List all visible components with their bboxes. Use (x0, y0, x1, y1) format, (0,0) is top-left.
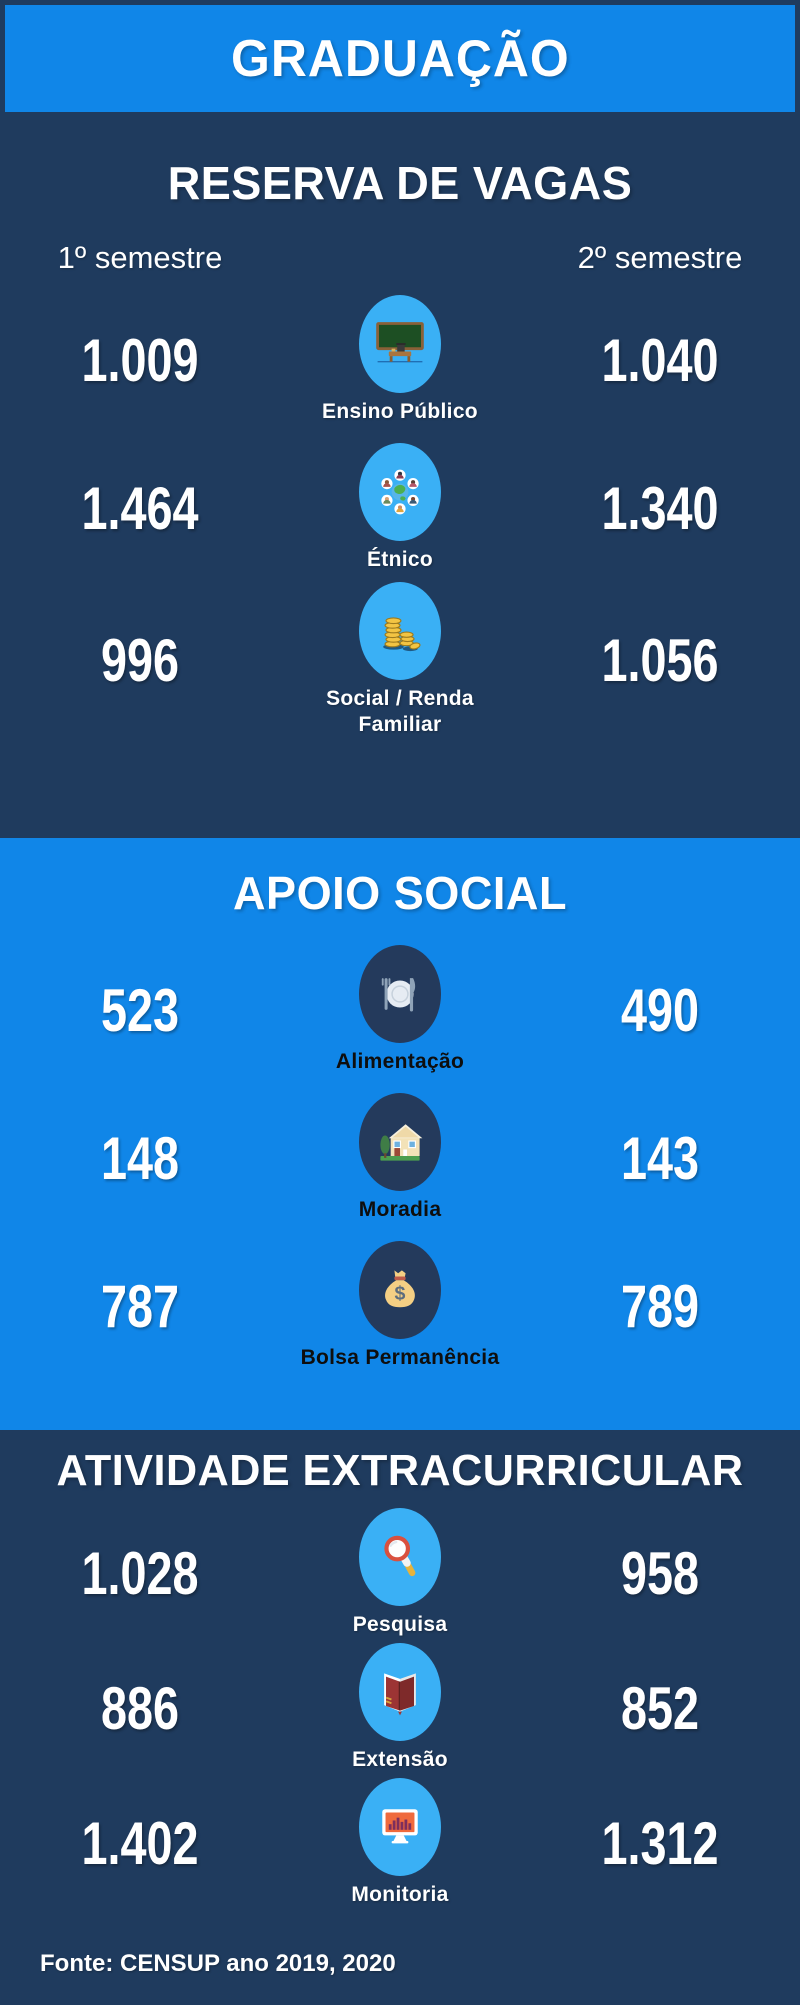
value-left: 1.028 (81, 1540, 199, 1607)
row-ensino-publico: 1.009 Ensino Público 1.040 (0, 286, 800, 434)
monitor-chart-icon (359, 1778, 441, 1877)
magnifier-icon (359, 1508, 441, 1607)
section-reserva-de-vagas: RESERVA DE VAGAS 1º semestre 2º semestre… (0, 112, 800, 838)
chalkboard-icon (359, 294, 441, 393)
section-title-atividade: ATIVIDADE EXTRACURRICULAR (56, 1446, 744, 1495)
value-right: 1.340 (601, 474, 719, 542)
open-book-icon (359, 1643, 441, 1742)
coins-icon (359, 582, 441, 680)
value-left: 787 (100, 1272, 180, 1340)
row-label: Pesquisa (352, 1613, 448, 1637)
source-note: Fonte: CENSUP ano 2019, 2020 (40, 1950, 396, 1977)
money-bag-icon: $ (359, 1240, 441, 1339)
value-left: 1.464 (81, 474, 199, 542)
value-right: 852 (620, 1675, 700, 1742)
value-left: 148 (100, 1124, 180, 1192)
row-label: Alimentação (335, 1049, 465, 1073)
row-label: Social / Renda Familiar (326, 687, 474, 737)
value-right: 1.312 (601, 1810, 719, 1877)
section-title-reserva: RESERVA DE VAGAS (167, 157, 633, 209)
svg-text:$: $ (395, 1282, 406, 1304)
row-extensao: 886 Extensão 852 (0, 1641, 800, 1776)
row-label: Extensão (352, 1748, 448, 1772)
value-right: 1.056 (601, 626, 719, 694)
section-atividade-extracurricular: ATIVIDADE EXTRACURRICULAR 1.028 Pesquisa… (0, 1430, 800, 2000)
value-left: 523 (100, 976, 180, 1044)
section-title-apoio: APOIO SOCIAL (233, 867, 567, 919)
value-right: 958 (620, 1540, 700, 1607)
row-label: Bolsa Permanência (300, 1345, 500, 1369)
plate-cutlery-icon (359, 944, 441, 1043)
semester-columns-header: 1º semestre 2º semestre (0, 240, 800, 276)
value-right: 490 (620, 976, 700, 1044)
value-left: 886 (100, 1675, 180, 1742)
section-apoio-social: APOIO SOCIAL 523 Alimentação 490 (0, 838, 800, 1430)
value-right: 789 (620, 1272, 700, 1340)
value-left: 1.009 (81, 326, 199, 394)
row-label: Monitoria (351, 1883, 449, 1907)
value-right: 1.040 (601, 326, 719, 394)
ethnic-diversity-icon (359, 442, 441, 541)
row-moradia: 148 Moradia 143 (0, 1084, 800, 1232)
row-alimentacao: 523 Alimentação 490 (0, 936, 800, 1084)
value-left: 996 (100, 626, 180, 694)
column-label-first-semester: 1º semestre (57, 240, 223, 275)
row-label: Ensino Público (322, 399, 478, 423)
row-label: Étnico (367, 547, 433, 571)
row-pesquisa: 1.028 Pesquisa 958 (0, 1506, 800, 1641)
row-social-renda: 996 (0, 582, 800, 739)
row-etnico: 1.464 Étnico 1. (0, 434, 800, 582)
value-left: 1.402 (81, 1810, 199, 1877)
row-monitoria: 1.402 Monitor (0, 1776, 800, 1911)
page-title: GRADUAÇÃO (230, 29, 570, 88)
row-label: Moradia (358, 1197, 442, 1221)
header-banner: GRADUAÇÃO (5, 5, 795, 112)
value-right: 143 (620, 1124, 700, 1192)
column-label-second-semester: 2º semestre (577, 240, 743, 275)
row-bolsa-permanencia: 787 $ Bolsa Permanência 789 (0, 1232, 800, 1380)
house-icon (359, 1092, 441, 1191)
